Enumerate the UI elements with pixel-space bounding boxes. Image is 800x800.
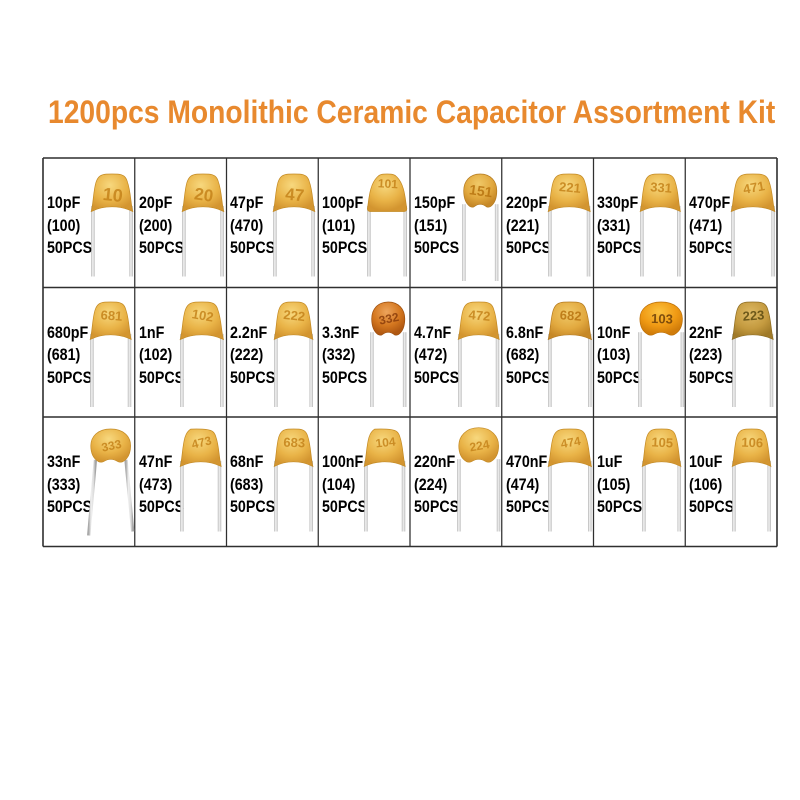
svg-text:472: 472: [468, 307, 491, 324]
svg-text:224: 224: [469, 437, 491, 454]
svg-text:331: 331: [650, 179, 673, 195]
svg-text:101: 101: [378, 176, 399, 191]
svg-text:47: 47: [285, 185, 306, 206]
svg-text:151: 151: [468, 181, 494, 200]
svg-text:104: 104: [375, 434, 397, 450]
svg-text:221: 221: [559, 179, 582, 196]
svg-text:474: 474: [560, 433, 582, 450]
svg-text:106: 106: [741, 434, 763, 450]
svg-text:222: 222: [283, 306, 306, 323]
svg-text:10: 10: [102, 184, 124, 206]
svg-text:223: 223: [742, 307, 765, 323]
svg-text:20: 20: [193, 184, 214, 205]
svg-text:683: 683: [283, 434, 305, 450]
svg-text:102: 102: [191, 306, 215, 325]
svg-text:105: 105: [651, 434, 673, 450]
svg-text:103: 103: [651, 310, 673, 326]
svg-text:681: 681: [100, 307, 123, 323]
svg-text:471: 471: [741, 178, 765, 197]
svg-text:332: 332: [378, 309, 401, 327]
svg-text:473: 473: [190, 433, 213, 452]
svg-text:333: 333: [101, 436, 124, 454]
svg-text:682: 682: [559, 307, 582, 323]
